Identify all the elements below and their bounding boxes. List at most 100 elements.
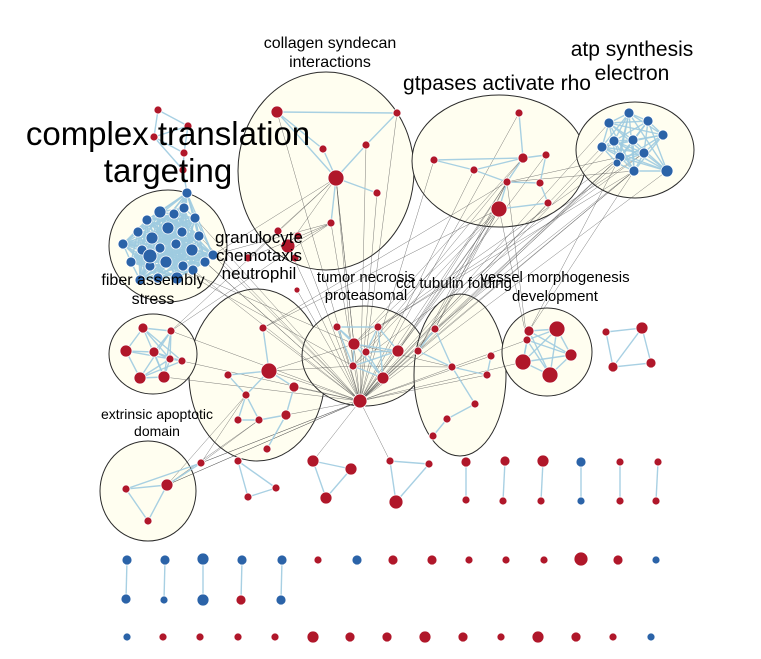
gene-set-node-up[interactable]	[254, 415, 264, 425]
gene-set-node-up[interactable]	[280, 409, 292, 421]
gene-set-node-up[interactable]	[424, 459, 434, 469]
gene-set-node-down[interactable]	[170, 238, 182, 250]
gene-set-node-up[interactable]	[651, 496, 661, 506]
gene-set-node-up[interactable]	[290, 253, 300, 263]
gene-set-node-up[interactable]	[137, 322, 149, 334]
gene-set-node-up[interactable]	[539, 555, 549, 565]
gene-set-node-up[interactable]	[233, 415, 243, 425]
gene-set-node-up[interactable]	[531, 630, 545, 644]
gene-set-node-down[interactable]	[185, 243, 199, 257]
gene-set-node-up[interactable]	[514, 108, 524, 118]
gene-set-node-down[interactable]	[178, 202, 190, 214]
gene-set-node-up[interactable]	[615, 496, 625, 506]
gene-set-node-up[interactable]	[293, 286, 301, 294]
gene-set-node-down[interactable]	[177, 260, 189, 272]
gene-set-node-down[interactable]	[122, 632, 132, 642]
gene-set-node-down[interactable]	[161, 221, 175, 235]
gene-set-node-down[interactable]	[196, 552, 210, 566]
gene-set-node-up[interactable]	[235, 594, 247, 606]
gene-set-node-up[interactable]	[143, 516, 153, 526]
gene-set-node-down[interactable]	[120, 593, 132, 605]
gene-set-node-down[interactable]	[159, 595, 169, 605]
gene-set-node-down[interactable]	[152, 272, 164, 284]
gene-set-node-down[interactable]	[159, 554, 171, 566]
gene-set-node-up[interactable]	[607, 361, 619, 373]
gene-set-node-up[interactable]	[233, 456, 243, 466]
gene-set-node-down[interactable]	[117, 238, 129, 250]
gene-set-node-down[interactable]	[275, 594, 287, 606]
gene-set-node-up[interactable]	[418, 630, 432, 644]
gene-set-node-down[interactable]	[168, 208, 180, 220]
gene-set-node-up[interactable]	[306, 630, 320, 644]
gene-set-node-up[interactable]	[361, 140, 371, 150]
gene-set-node-down[interactable]	[351, 554, 363, 566]
gene-set-node-down[interactable]	[660, 164, 674, 178]
gene-set-node-up[interactable]	[541, 366, 559, 384]
gene-set-node-up[interactable]	[635, 321, 649, 335]
gene-set-node-up[interactable]	[196, 458, 206, 468]
gene-set-node-up[interactable]	[348, 361, 358, 371]
gene-set-node-up[interactable]	[243, 253, 253, 263]
gene-set-node-up[interactable]	[541, 150, 551, 160]
gene-set-node-up[interactable]	[391, 344, 405, 358]
gene-set-node-down[interactable]	[628, 165, 640, 177]
gene-set-node-down[interactable]	[132, 226, 144, 238]
gene-set-node-up[interactable]	[514, 353, 532, 371]
gene-set-node-down[interactable]	[276, 554, 288, 566]
gene-set-node-up[interactable]	[428, 431, 438, 441]
gene-set-node-up[interactable]	[564, 348, 578, 362]
gene-set-node-up[interactable]	[270, 632, 280, 642]
gene-set-node-down[interactable]	[176, 226, 188, 238]
gene-set-node-up[interactable]	[344, 631, 356, 643]
gene-set-node-down[interactable]	[153, 205, 167, 219]
gene-set-node-down[interactable]	[159, 255, 173, 269]
gene-set-node-up[interactable]	[426, 554, 438, 566]
gene-set-node-up[interactable]	[469, 165, 479, 175]
gene-set-node-down[interactable]	[612, 158, 622, 168]
gene-set-node-down[interactable]	[657, 129, 669, 141]
gene-set-node-up[interactable]	[548, 320, 566, 338]
gene-set-node-up[interactable]	[496, 632, 506, 642]
gene-set-node-up[interactable]	[373, 322, 383, 332]
gene-set-node-up[interactable]	[461, 495, 471, 505]
gene-set-node-up[interactable]	[460, 456, 472, 468]
gene-set-node-up[interactable]	[288, 381, 300, 393]
gene-set-node-down[interactable]	[603, 117, 615, 129]
gene-set-node-up[interactable]	[160, 478, 174, 492]
gene-set-node-up[interactable]	[470, 399, 480, 409]
gene-set-node-up[interactable]	[388, 494, 404, 510]
gene-set-node-up[interactable]	[195, 632, 205, 642]
gene-set-node-up[interactable]	[165, 354, 175, 364]
gene-set-node-up[interactable]	[223, 370, 233, 380]
gene-set-node-up[interactable]	[517, 152, 529, 164]
gene-set-node-down[interactable]	[142, 248, 158, 264]
gene-set-node-down[interactable]	[642, 115, 654, 127]
gene-set-node-up[interactable]	[166, 326, 176, 336]
gene-set-node-up[interactable]	[241, 390, 251, 400]
gene-set-node-up[interactable]	[457, 631, 469, 643]
gene-set-node-up[interactable]	[271, 483, 281, 493]
gene-set-node-down[interactable]	[646, 632, 656, 642]
gene-set-node-up[interactable]	[376, 371, 390, 385]
gene-set-node-up[interactable]	[615, 457, 625, 467]
gene-set-node-up[interactable]	[361, 347, 371, 357]
gene-set-node-down[interactable]	[623, 107, 635, 119]
gene-set-node-up[interactable]	[319, 491, 333, 505]
gene-set-node-up[interactable]	[119, 344, 133, 358]
gene-set-node-down[interactable]	[134, 274, 146, 286]
gene-set-node-up[interactable]	[502, 177, 512, 187]
gene-set-node-up[interactable]	[149, 132, 159, 142]
gene-set-node-down[interactable]	[236, 554, 248, 566]
gene-set-node-up[interactable]	[243, 492, 253, 502]
gene-set-node-up[interactable]	[570, 631, 582, 643]
gene-set-node-up[interactable]	[612, 554, 624, 566]
gene-set-node-up[interactable]	[499, 455, 511, 467]
gene-set-node-up[interactable]	[260, 362, 278, 380]
gene-set-node-up[interactable]	[608, 632, 618, 642]
gene-set-node-up[interactable]	[332, 322, 342, 332]
gene-set-node-up[interactable]	[381, 631, 393, 643]
gene-set-node-up[interactable]	[157, 370, 171, 384]
gene-set-node-up[interactable]	[486, 351, 496, 361]
gene-set-node-down[interactable]	[596, 141, 608, 153]
gene-set-node-up[interactable]	[306, 454, 320, 468]
